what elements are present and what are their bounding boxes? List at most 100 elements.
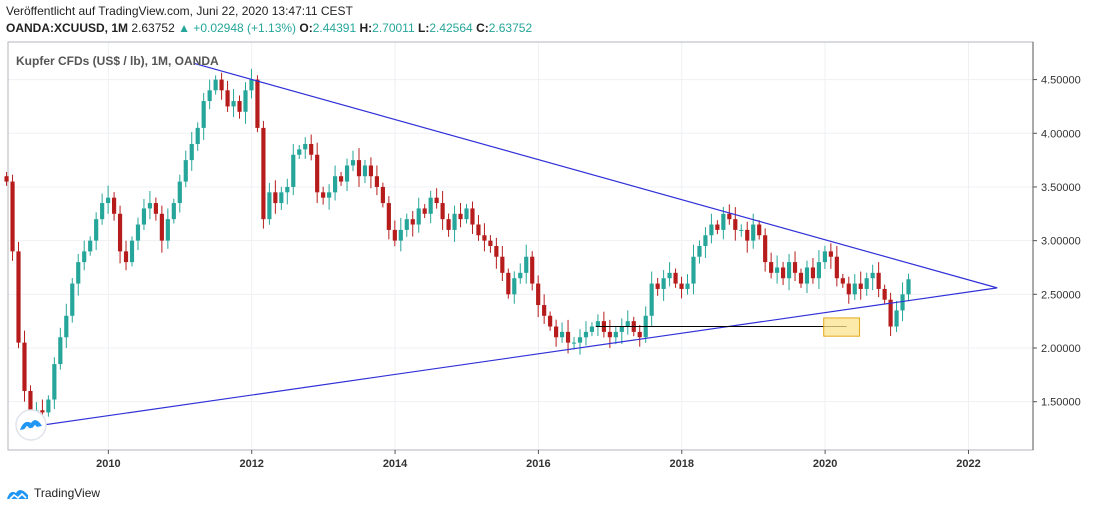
candle-body — [183, 160, 188, 182]
x-tick-label: 2018 — [670, 458, 694, 470]
candle-body — [769, 262, 774, 273]
candle-body — [344, 165, 350, 182]
candle-body — [64, 315, 69, 338]
published-info: Veröffentlicht auf TradingView.com, Juni… — [6, 4, 353, 18]
candle-body — [165, 219, 170, 241]
y-tick-label: 3.50000 — [1041, 182, 1081, 194]
candle-body — [159, 213, 164, 241]
candle-body — [237, 101, 242, 112]
candle-body — [10, 181, 15, 252]
candle-body — [476, 224, 481, 236]
candle-body — [440, 203, 445, 220]
candle-body — [88, 240, 93, 252]
candle-body — [297, 149, 302, 155]
candle-body — [583, 331, 589, 338]
y-tick-label: 2.50000 — [1041, 289, 1081, 301]
candle-body — [882, 288, 887, 300]
candle-body — [141, 208, 147, 225]
candle-body — [906, 279, 911, 295]
candle-body — [727, 213, 732, 220]
x-tick-label: 2010 — [96, 458, 120, 470]
candle-body — [828, 251, 833, 257]
open-label: O: — [299, 21, 313, 35]
price-change: ▲ +0.02948 (+1.13%) — [178, 21, 297, 35]
candle-body — [625, 321, 630, 327]
candle-body — [554, 326, 559, 338]
symbol-info: OANDA:XCUUSD, 1M 2.63752 ▲ +0.02948 (+1.… — [6, 21, 532, 35]
candle-body — [333, 176, 338, 193]
candle-body — [279, 192, 284, 204]
candle-body — [303, 144, 308, 150]
candle-body — [434, 197, 439, 204]
candle-body — [273, 192, 278, 204]
price-chart[interactable]: 1.50000 2.00000 2.50000 3.00000 3.50000 4.000… — [0, 40, 1100, 480]
candle-body — [40, 410, 45, 413]
trendline — [18, 287, 998, 430]
candle-body — [123, 251, 129, 263]
x-tick-label: 2016 — [526, 458, 550, 470]
candle-body — [715, 224, 720, 230]
candle-body — [267, 192, 272, 220]
candle-body — [171, 203, 176, 220]
candle-body — [709, 224, 714, 236]
candle-body — [410, 219, 415, 225]
x-tick-label: 2012 — [239, 458, 263, 470]
candle-body — [106, 197, 111, 204]
open-value: 2.44391 — [312, 21, 357, 35]
candle-body — [338, 176, 344, 182]
candle-body — [327, 192, 332, 198]
candle-body — [864, 278, 869, 289]
candle-body — [249, 79, 254, 91]
candle-body — [751, 224, 756, 241]
candle-body — [798, 272, 804, 284]
candle-body — [536, 283, 541, 306]
candle-body — [452, 213, 457, 230]
candle-body — [189, 144, 194, 161]
close-value: 2.63752 — [488, 21, 533, 35]
candle-body — [834, 256, 839, 279]
candle-body — [458, 213, 463, 220]
candle-body — [135, 224, 141, 241]
candle-body — [619, 326, 624, 332]
candle-body — [82, 251, 87, 263]
candle-body — [225, 90, 230, 107]
y-tick-label: 2.00000 — [1041, 343, 1081, 355]
candle-body — [482, 235, 487, 241]
candle-body — [733, 219, 738, 230]
y-tick-label: 1.50000 — [1041, 397, 1081, 409]
candle-body — [446, 219, 451, 230]
candle-body — [16, 251, 21, 343]
candle-body — [876, 272, 881, 289]
y-tick-label: 4.50000 — [1041, 75, 1081, 87]
candle-body — [386, 203, 391, 230]
footer[interactable]: TradingView — [6, 485, 100, 501]
candle-body — [111, 197, 117, 214]
candle-body — [822, 251, 827, 263]
candle-body — [691, 256, 696, 284]
candle-body — [207, 90, 212, 102]
candle-body — [548, 315, 553, 327]
candle-body — [518, 272, 523, 279]
candle-body — [816, 262, 822, 279]
candle-body — [810, 267, 816, 279]
tradingview-logo-icon — [7, 489, 28, 500]
candle-body — [285, 186, 290, 193]
candle-body — [697, 246, 702, 257]
candle-body — [4, 176, 9, 182]
candle-body — [595, 321, 601, 327]
candle-body — [416, 208, 421, 225]
last-price: 2.63752 — [131, 21, 175, 35]
price-axis: 1.50000 2.00000 2.50000 3.00000 3.50000 4.000… — [1033, 75, 1081, 409]
candle-body — [100, 203, 105, 220]
candle-body — [52, 364, 57, 400]
candle-body — [129, 240, 135, 263]
low-label: L: — [418, 21, 430, 35]
candle-body — [309, 144, 314, 155]
highlight-box — [823, 317, 861, 337]
candle-body — [888, 299, 893, 327]
high-label: H: — [359, 21, 373, 35]
candle-body — [858, 283, 863, 289]
candle-body — [894, 310, 899, 327]
drawings — [18, 62, 998, 430]
candle-body — [255, 79, 260, 128]
